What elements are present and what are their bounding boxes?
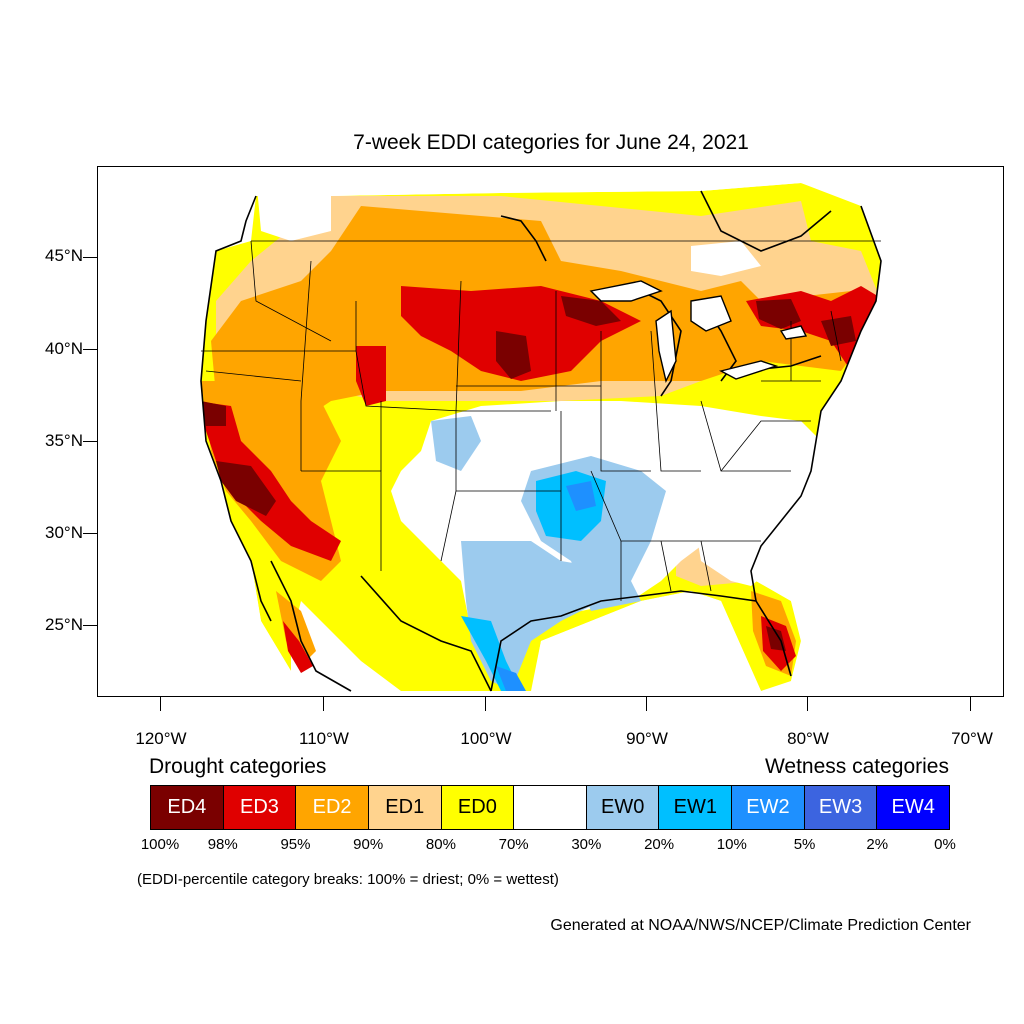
ed4-florida: [766, 626, 786, 651]
credit-line: Generated at NOAA/NWS/NCEP/Climate Predi…: [550, 917, 971, 934]
wetness-categories-heading: Wetness categories: [764, 755, 949, 778]
lon-tick-110w: [323, 697, 324, 711]
legend-box-near-normal: [514, 786, 587, 829]
ed4-norcal: [201, 401, 226, 426]
break-label: 20%: [644, 836, 675, 853]
state-boundaries: [201, 240, 881, 601]
lon-tick-80w: [807, 697, 808, 711]
ed4-dakota: [496, 331, 531, 379]
break-label: 30%: [571, 836, 602, 853]
lat-label-35n: 35°N: [45, 431, 83, 450]
lon-label-110w: 110°W: [299, 729, 349, 748]
drought-categories-heading: Drought categories: [149, 755, 327, 778]
ew2-region: [566, 481, 596, 511]
legend-box-ed2: ED2: [296, 786, 369, 829]
lat-tick-25n: [83, 625, 97, 626]
legend-box-ew2: EW2: [732, 786, 805, 829]
break-label: 100%: [140, 836, 180, 853]
lon-label-100w: 100°W: [460, 729, 512, 748]
break-label: 2%: [866, 836, 889, 853]
break-label: 98%: [207, 836, 238, 853]
legend-box-ed0: ED0: [441, 786, 515, 829]
eddi-map: [97, 166, 1004, 697]
break-label: 90%: [353, 836, 384, 853]
lat-tick-35n: [83, 441, 97, 442]
ed4-socal: [216, 461, 276, 516]
lon-tick-100w: [485, 697, 486, 711]
legend-box-ew3: EW3: [804, 786, 878, 829]
map-canvas: [98, 167, 1003, 696]
break-label: 10%: [716, 836, 747, 853]
ed4-newengland: [821, 316, 856, 346]
near-normal-great-lakes: [691, 241, 761, 276]
legend-box-ed4: ED4: [151, 786, 224, 829]
lat-tick-40n: [83, 349, 97, 350]
pacific-ocean: [98, 167, 356, 696]
atlantic-ocean: [756, 167, 1003, 681]
lon-label-120w: 120°W: [135, 729, 187, 748]
legend-color-bar: ED4 ED3 ED2 ED1 ED0 EW0 EW1 EW2 EW3 EW4: [150, 785, 950, 830]
lon-label-80w: 80°W: [787, 729, 829, 748]
break-label: 95%: [280, 836, 311, 853]
lat-tick-30n: [83, 533, 97, 534]
lat-tick-45n: [83, 257, 97, 258]
ed4-minnesota: [561, 296, 621, 326]
lat-label-25n: 25°N: [45, 615, 83, 634]
break-label: 5%: [793, 836, 816, 853]
ed3-california: [196, 401, 341, 561]
lon-label-90w: 90°W: [626, 729, 668, 748]
lat-label-30n: 30°N: [45, 523, 83, 542]
ed3-baja: [283, 621, 313, 673]
legend-box-ed1: ED1: [368, 786, 442, 829]
lon-tick-70w: [970, 697, 971, 711]
ew2-texas: [496, 666, 526, 691]
map-title: 7-week EDDI categories for June 24, 2021: [353, 131, 749, 154]
lon-tick-90w: [646, 697, 647, 711]
great-lakes: [589, 280, 808, 384]
legend-box-ew1: EW1: [659, 786, 733, 829]
ed2-baja: [276, 591, 316, 666]
lat-label-45n: 45°N: [45, 246, 83, 265]
coastlines: [200, 190, 882, 692]
lon-tick-120w: [160, 697, 161, 711]
gulf-of-mexico: [531, 591, 936, 696]
legend-box-ew0: EW0: [586, 786, 660, 829]
category-break-note: (EDDI-percentile category breaks: 100% =…: [137, 871, 559, 888]
break-label: 70%: [498, 836, 529, 853]
canada-north: [256, 167, 861, 201]
legend-box-ed3: ED3: [223, 786, 297, 829]
lat-label-40n: 40°N: [45, 339, 83, 358]
legend-box-ew4: EW4: [877, 786, 950, 829]
break-label: 0%: [934, 836, 956, 853]
break-label: 80%: [425, 836, 456, 853]
lon-label-70w: 70°W: [951, 729, 993, 748]
ed4-newyork: [756, 299, 801, 329]
